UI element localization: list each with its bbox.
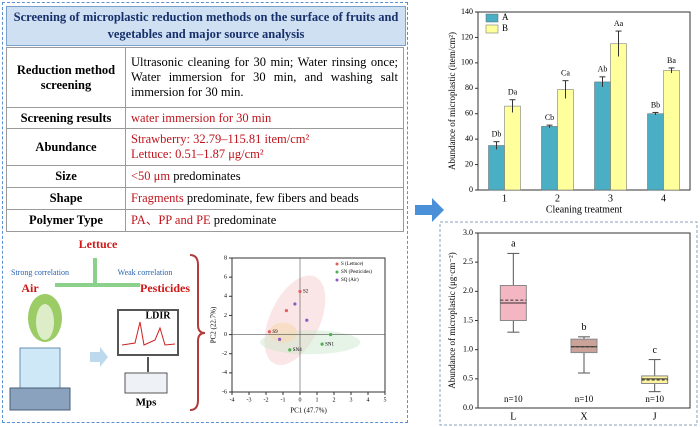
y-tick-label: 3.0 [463,228,473,237]
cell: Polymer Type [6,209,126,232]
significance-letter: Ba [667,56,676,65]
significance-letter: Aa [614,19,624,28]
n-label: n=10 [575,394,594,404]
highlight: PA、PP and PE [131,213,211,227]
box [641,375,669,384]
bar [594,81,611,191]
bar [541,126,558,191]
significance-letter: Ab [598,65,608,74]
significance-letter: Cb [545,113,554,122]
y-tick-label: 80 [465,83,473,92]
line: Lettuce: 0.51–1.87 μg/cm² [131,147,264,161]
cell: Reduction method screening [6,47,126,108]
cell: PA、PP and PE predominate [125,209,404,232]
y-tick-label: 120 [461,32,473,41]
x-tick-label: X [580,411,588,422]
x-tick-label: 1 [502,193,507,204]
text: predominate, few fibers and beads [186,191,359,205]
box-frame [439,221,698,426]
y-tick-label: 20 [465,159,473,168]
plot-frame [477,11,691,191]
legend-label: A [502,12,509,22]
legend-swatch [485,24,499,34]
bar [647,113,664,191]
cell: Shape [6,187,126,210]
text: predominates [173,169,241,183]
highlight: Fragments [131,191,184,205]
y-tick-label: 0 [469,185,473,194]
cell: Ultrasonic cleaning for 30 min; Water ri… [125,47,404,108]
y-tick-label: 60 [465,109,473,118]
significance-letter: Bb [651,100,660,109]
x-tick-label: J [653,411,657,422]
legend-label: B [502,23,508,33]
line: Strawberry: 32.79–115.81 item/cm² [131,132,310,146]
significance-letter: c [652,345,657,356]
x-tick-label: L [510,411,516,422]
x-axis-label: Cleaning treatment [546,204,623,215]
cell: <50 μm predominates [125,165,404,188]
cell: Strawberry: 32.79–115.81 item/cm² Lettuce… [125,128,404,166]
bar [557,89,574,191]
significance-letter: b [582,322,587,333]
significance-letter: Ca [561,68,570,77]
x-tick-label: 2 [555,193,560,204]
arrow [415,198,444,222]
y-tick-label: 2.5 [463,257,473,266]
left-panel [2,2,408,423]
x-tick-label: 3 [608,193,613,204]
bar [663,70,680,191]
highlight: <50 μm [131,169,171,183]
box [499,285,527,321]
cell: water immersion for 30 min [125,107,404,129]
y-tick-label: 0.5 [463,374,473,383]
significance-letter: Db [492,130,502,139]
cell: Size [6,165,126,188]
n-label: n=10 [504,394,523,404]
y-tick-label: 100 [461,58,473,67]
cell: Fragments predominate, few fibers and be… [125,187,404,210]
y-tick-label: 40 [465,134,473,143]
text: predominate [213,213,277,227]
x-tick-label: 4 [661,193,666,204]
n-label: n=10 [645,394,664,404]
y-tick-label: 1.0 [463,344,473,353]
bar [504,105,521,191]
y-tick-label: 1.5 [463,315,473,324]
y-axis-label: Abundance of microplastic (item/cm²) [447,32,457,170]
y-axis-label: Abundance of microplastic (μg·cm⁻²) [447,252,457,388]
significance-letter: a [511,239,516,250]
cell: Screening results [6,107,126,129]
significance-letter: Da [508,88,518,97]
title: Screening of microplastic reduction meth… [6,6,406,46]
y-tick-label: 0.0 [463,403,473,412]
legend-swatch [485,13,499,23]
y-tick-label: 140 [461,7,473,16]
bar [610,43,627,191]
bar [488,145,505,191]
y-tick-label: 2.0 [463,286,473,295]
summary-table: Reduction method screening Ultrasonic cle… [6,47,404,232]
cell: Abundance [6,128,126,166]
box [570,338,598,354]
plot-frame [477,232,691,409]
